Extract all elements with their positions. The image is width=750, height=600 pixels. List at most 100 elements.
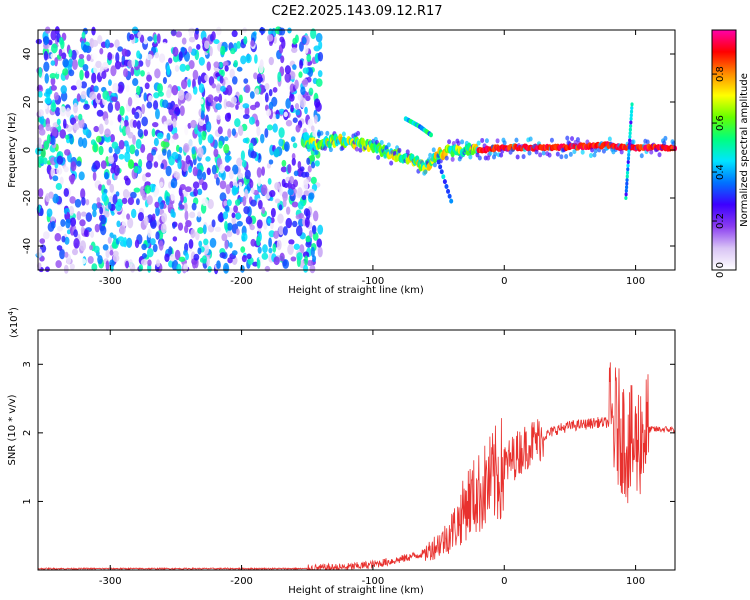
spectrogram-speckle xyxy=(78,171,85,181)
spectrogram-speckle xyxy=(296,225,303,237)
spectrogram-speckle xyxy=(298,71,303,78)
spectrogram-speckle xyxy=(80,81,88,89)
spectrogram-speckle xyxy=(133,94,140,105)
colorbar-label: Normalized spectral amplitude xyxy=(739,73,750,227)
spectrogram-speckle xyxy=(255,119,260,127)
spectrogram-speckle xyxy=(48,191,54,199)
spectrogram-halo-cell xyxy=(575,137,580,143)
colorbar-tick-label: 0.2 xyxy=(715,213,726,229)
spectrogram-speckle xyxy=(238,94,243,104)
spectrogram-speckle xyxy=(264,82,270,91)
x-tick-label: 100 xyxy=(626,276,645,287)
spectrogram-speckle xyxy=(292,220,298,228)
spectrogram-speckle xyxy=(105,248,110,259)
spectrogram-speckle xyxy=(123,68,129,78)
spectrogram-halo-cell xyxy=(386,142,391,148)
spectrogram-spike-cell xyxy=(626,160,630,164)
spectrogram-halo-cell xyxy=(580,149,585,155)
spectrogram-speckle xyxy=(219,180,227,190)
spectrogram-speckle xyxy=(109,120,114,126)
spectrogram-tail-cell xyxy=(439,169,444,175)
spectrogram-speckle xyxy=(242,114,250,120)
spectrogram-speckle xyxy=(254,88,260,95)
spectrogram-speckle xyxy=(107,201,112,210)
spectrogram-halo-cell xyxy=(358,147,363,153)
spectrogram-speckle xyxy=(38,128,46,136)
spectrogram-speckle xyxy=(134,111,140,120)
spectrogram-speckle xyxy=(130,66,135,77)
spectrogram-speckle xyxy=(215,103,222,110)
spectrogram-speckle xyxy=(223,98,228,109)
spectrogram-speckle xyxy=(312,224,317,235)
spectrogram-speckle xyxy=(129,144,136,155)
spectrogram-speckle xyxy=(224,112,231,122)
spectrogram-speckle xyxy=(151,121,159,128)
spectrogram-speckle xyxy=(170,190,175,202)
x-tick-label: 0 xyxy=(501,576,507,587)
spectrogram-halo-cell xyxy=(460,139,465,145)
spectrogram-halo-cell xyxy=(657,152,662,158)
spectrogram-speckle xyxy=(317,224,324,235)
spectrogram-speckle xyxy=(70,161,77,172)
spectrogram-speckle xyxy=(55,182,62,190)
spectrogram-speckle xyxy=(38,91,43,98)
spectrogram-halo-cell xyxy=(538,152,543,158)
spectrogram-speckle xyxy=(261,252,269,260)
spectrogram-speckle xyxy=(275,113,280,120)
spectrogram-speckle xyxy=(302,251,310,258)
spectrogram-speckle xyxy=(134,149,140,157)
spectrogram-speckle xyxy=(195,231,200,241)
spectrogram-speckle xyxy=(315,78,323,87)
spectrogram-halo-cell xyxy=(325,130,330,136)
spectrogram-speckle xyxy=(131,57,136,68)
spectrogram-speckle xyxy=(213,96,220,103)
spectrogram-speckle xyxy=(197,211,202,218)
spectrogram-speckle xyxy=(281,38,286,49)
spectrogram-speckle xyxy=(121,197,128,205)
spectrogram-halo-cell xyxy=(649,149,654,155)
spectrogram-speckle xyxy=(304,106,308,115)
spectrogram-speckle xyxy=(109,133,115,143)
x-tick-label: -300 xyxy=(99,276,122,287)
spectrogram-speckle xyxy=(172,236,178,242)
spectrogram-speckle xyxy=(100,214,107,225)
spectrogram-speckle xyxy=(317,51,324,62)
spectrogram-speckle xyxy=(137,211,144,222)
spectrogram-speckle xyxy=(64,251,69,258)
spectrogram-speckle xyxy=(42,231,50,240)
spectrogram-speckle xyxy=(178,256,186,262)
spectrogram-speckle xyxy=(144,184,152,194)
spectrogram-speckle xyxy=(268,101,274,111)
spectrogram-speckle xyxy=(109,183,115,193)
spectrogram-speckle xyxy=(119,224,126,235)
spectrogram-speckle xyxy=(206,167,211,176)
spectrogram-speckle xyxy=(73,102,78,114)
spectrogram-speckle xyxy=(218,93,223,103)
spectrogram-speckle xyxy=(224,205,230,212)
spectrogram-speckle xyxy=(268,237,272,248)
spectrogram-speckle xyxy=(280,166,287,173)
spectrogram-halo-cell xyxy=(607,136,612,142)
spectrogram-speckle xyxy=(310,28,317,40)
spectrogram-halo-cell xyxy=(502,140,507,146)
spectrogram-speckle xyxy=(63,166,69,173)
spectrogram-spike-cell xyxy=(624,196,628,200)
spectrogram-speckle xyxy=(119,105,125,117)
spectrogram-speckle xyxy=(310,161,316,169)
spectrogram-speckle xyxy=(54,57,59,67)
spectrogram-speckle xyxy=(127,217,134,229)
spectrogram-speckle xyxy=(146,74,152,82)
spectrogram-speckle xyxy=(62,68,69,76)
spectrogram-speckle xyxy=(102,244,109,251)
spectrogram-speckle xyxy=(191,146,196,155)
spectrogram-speckle xyxy=(89,244,93,251)
spectrogram-speckle xyxy=(219,61,224,68)
spectrogram-speckle xyxy=(52,175,59,182)
spectrogram-speckle xyxy=(188,239,194,249)
spectrogram-speckle xyxy=(49,72,57,79)
spectrogram-speckle xyxy=(242,137,249,144)
spectrogram-speckle xyxy=(196,215,202,223)
spectrogram-speckle xyxy=(99,48,104,55)
spectrogram-speckle xyxy=(170,177,178,189)
spectrogram-speckle xyxy=(180,192,184,204)
